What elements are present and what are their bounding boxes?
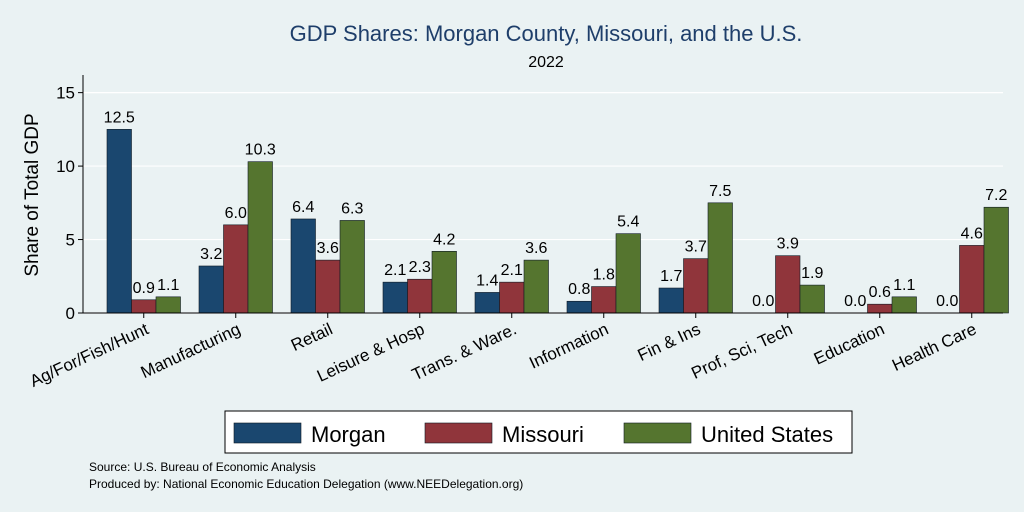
y-tick-label: 5 bbox=[66, 231, 75, 250]
bar bbox=[891, 296, 917, 314]
bar bbox=[499, 281, 525, 314]
value-label: 1.1 bbox=[157, 277, 179, 294]
value-labels: 12.50.9 1.13.26.010.36.43.66.32.1 2.34.21.… bbox=[104, 109, 1008, 310]
bar bbox=[198, 265, 224, 314]
value-label: 6.4 bbox=[292, 199, 314, 216]
value-label: 6.0 bbox=[225, 205, 247, 222]
value-label: 1.8 bbox=[593, 267, 615, 284]
value-label: 3.6 bbox=[317, 240, 339, 257]
value-label: 5.4 bbox=[617, 214, 639, 231]
bar bbox=[339, 220, 365, 314]
chart-subtitle: 2022 bbox=[528, 54, 564, 71]
y-tick-label: 10 bbox=[56, 157, 75, 176]
value-label: 12.5 bbox=[104, 109, 135, 126]
value-label: 0.6 bbox=[869, 284, 891, 301]
value-label: 2.1 bbox=[384, 262, 406, 279]
legend-swatch bbox=[623, 422, 692, 444]
value-label: 3.6 bbox=[525, 240, 547, 257]
value-label: 0.0 bbox=[752, 293, 774, 310]
y-axis-label: Share of Total GDP bbox=[22, 113, 43, 276]
bar bbox=[867, 303, 893, 314]
produced-by-note: Produced by: National Economic Education… bbox=[89, 477, 523, 491]
value-label: 7.2 bbox=[985, 187, 1007, 204]
legend-box bbox=[224, 410, 853, 454]
value-label: 0.0 bbox=[936, 293, 958, 310]
value-label: 0.8 bbox=[568, 281, 590, 298]
value-label: 3.7 bbox=[685, 239, 707, 256]
chart-title: GDP Shares: Morgan County, Missouri, and… bbox=[290, 21, 803, 46]
bar bbox=[382, 281, 408, 314]
value-label: 0.0 bbox=[844, 293, 866, 310]
bar bbox=[223, 224, 249, 314]
value-label: 1.4 bbox=[476, 272, 498, 289]
value-label: 4.2 bbox=[433, 231, 455, 248]
bar bbox=[106, 129, 132, 314]
value-label: 7.5 bbox=[709, 183, 731, 200]
source-note: Source: U.S. Bureau of Economic Analysis bbox=[89, 460, 316, 474]
bar bbox=[799, 284, 825, 314]
value-label: 1.9 bbox=[801, 265, 823, 282]
bar bbox=[523, 259, 549, 314]
legend-swatch bbox=[233, 422, 302, 444]
bar bbox=[474, 292, 500, 314]
legend-label: Morgan bbox=[311, 422, 386, 447]
value-label: 6.3 bbox=[341, 200, 363, 217]
bar bbox=[315, 259, 341, 314]
y-tick-label: 15 bbox=[56, 84, 75, 103]
legend-label: United States bbox=[701, 422, 833, 447]
bar bbox=[775, 255, 801, 314]
value-label: 1.7 bbox=[660, 268, 682, 285]
value-label: 3.9 bbox=[777, 236, 799, 253]
value-label: 4.6 bbox=[961, 225, 983, 242]
legend-label: Missouri bbox=[502, 422, 584, 447]
bar bbox=[658, 287, 684, 314]
bar bbox=[707, 202, 733, 314]
bar bbox=[407, 278, 433, 314]
value-label: 3.2 bbox=[200, 246, 222, 263]
value-label: 0.9 bbox=[133, 280, 155, 297]
value-label: 2.1 bbox=[501, 262, 523, 279]
bar bbox=[615, 233, 641, 314]
legend-swatch bbox=[424, 422, 493, 444]
bars bbox=[106, 129, 1009, 314]
bar bbox=[247, 161, 273, 314]
bar bbox=[591, 286, 617, 314]
y-tick-label: 0 bbox=[66, 304, 75, 323]
bar bbox=[155, 296, 181, 314]
bar bbox=[131, 299, 157, 314]
legend: Morgan Missouri United States bbox=[224, 410, 853, 454]
value-label: 10.3 bbox=[245, 142, 276, 159]
bar bbox=[566, 300, 592, 314]
bar bbox=[983, 206, 1009, 314]
bar bbox=[683, 258, 709, 314]
bar bbox=[431, 250, 457, 314]
bar bbox=[959, 245, 985, 314]
value-label: 1.1 bbox=[893, 277, 915, 294]
bar bbox=[290, 218, 316, 314]
value-label: 2.3 bbox=[409, 259, 431, 276]
